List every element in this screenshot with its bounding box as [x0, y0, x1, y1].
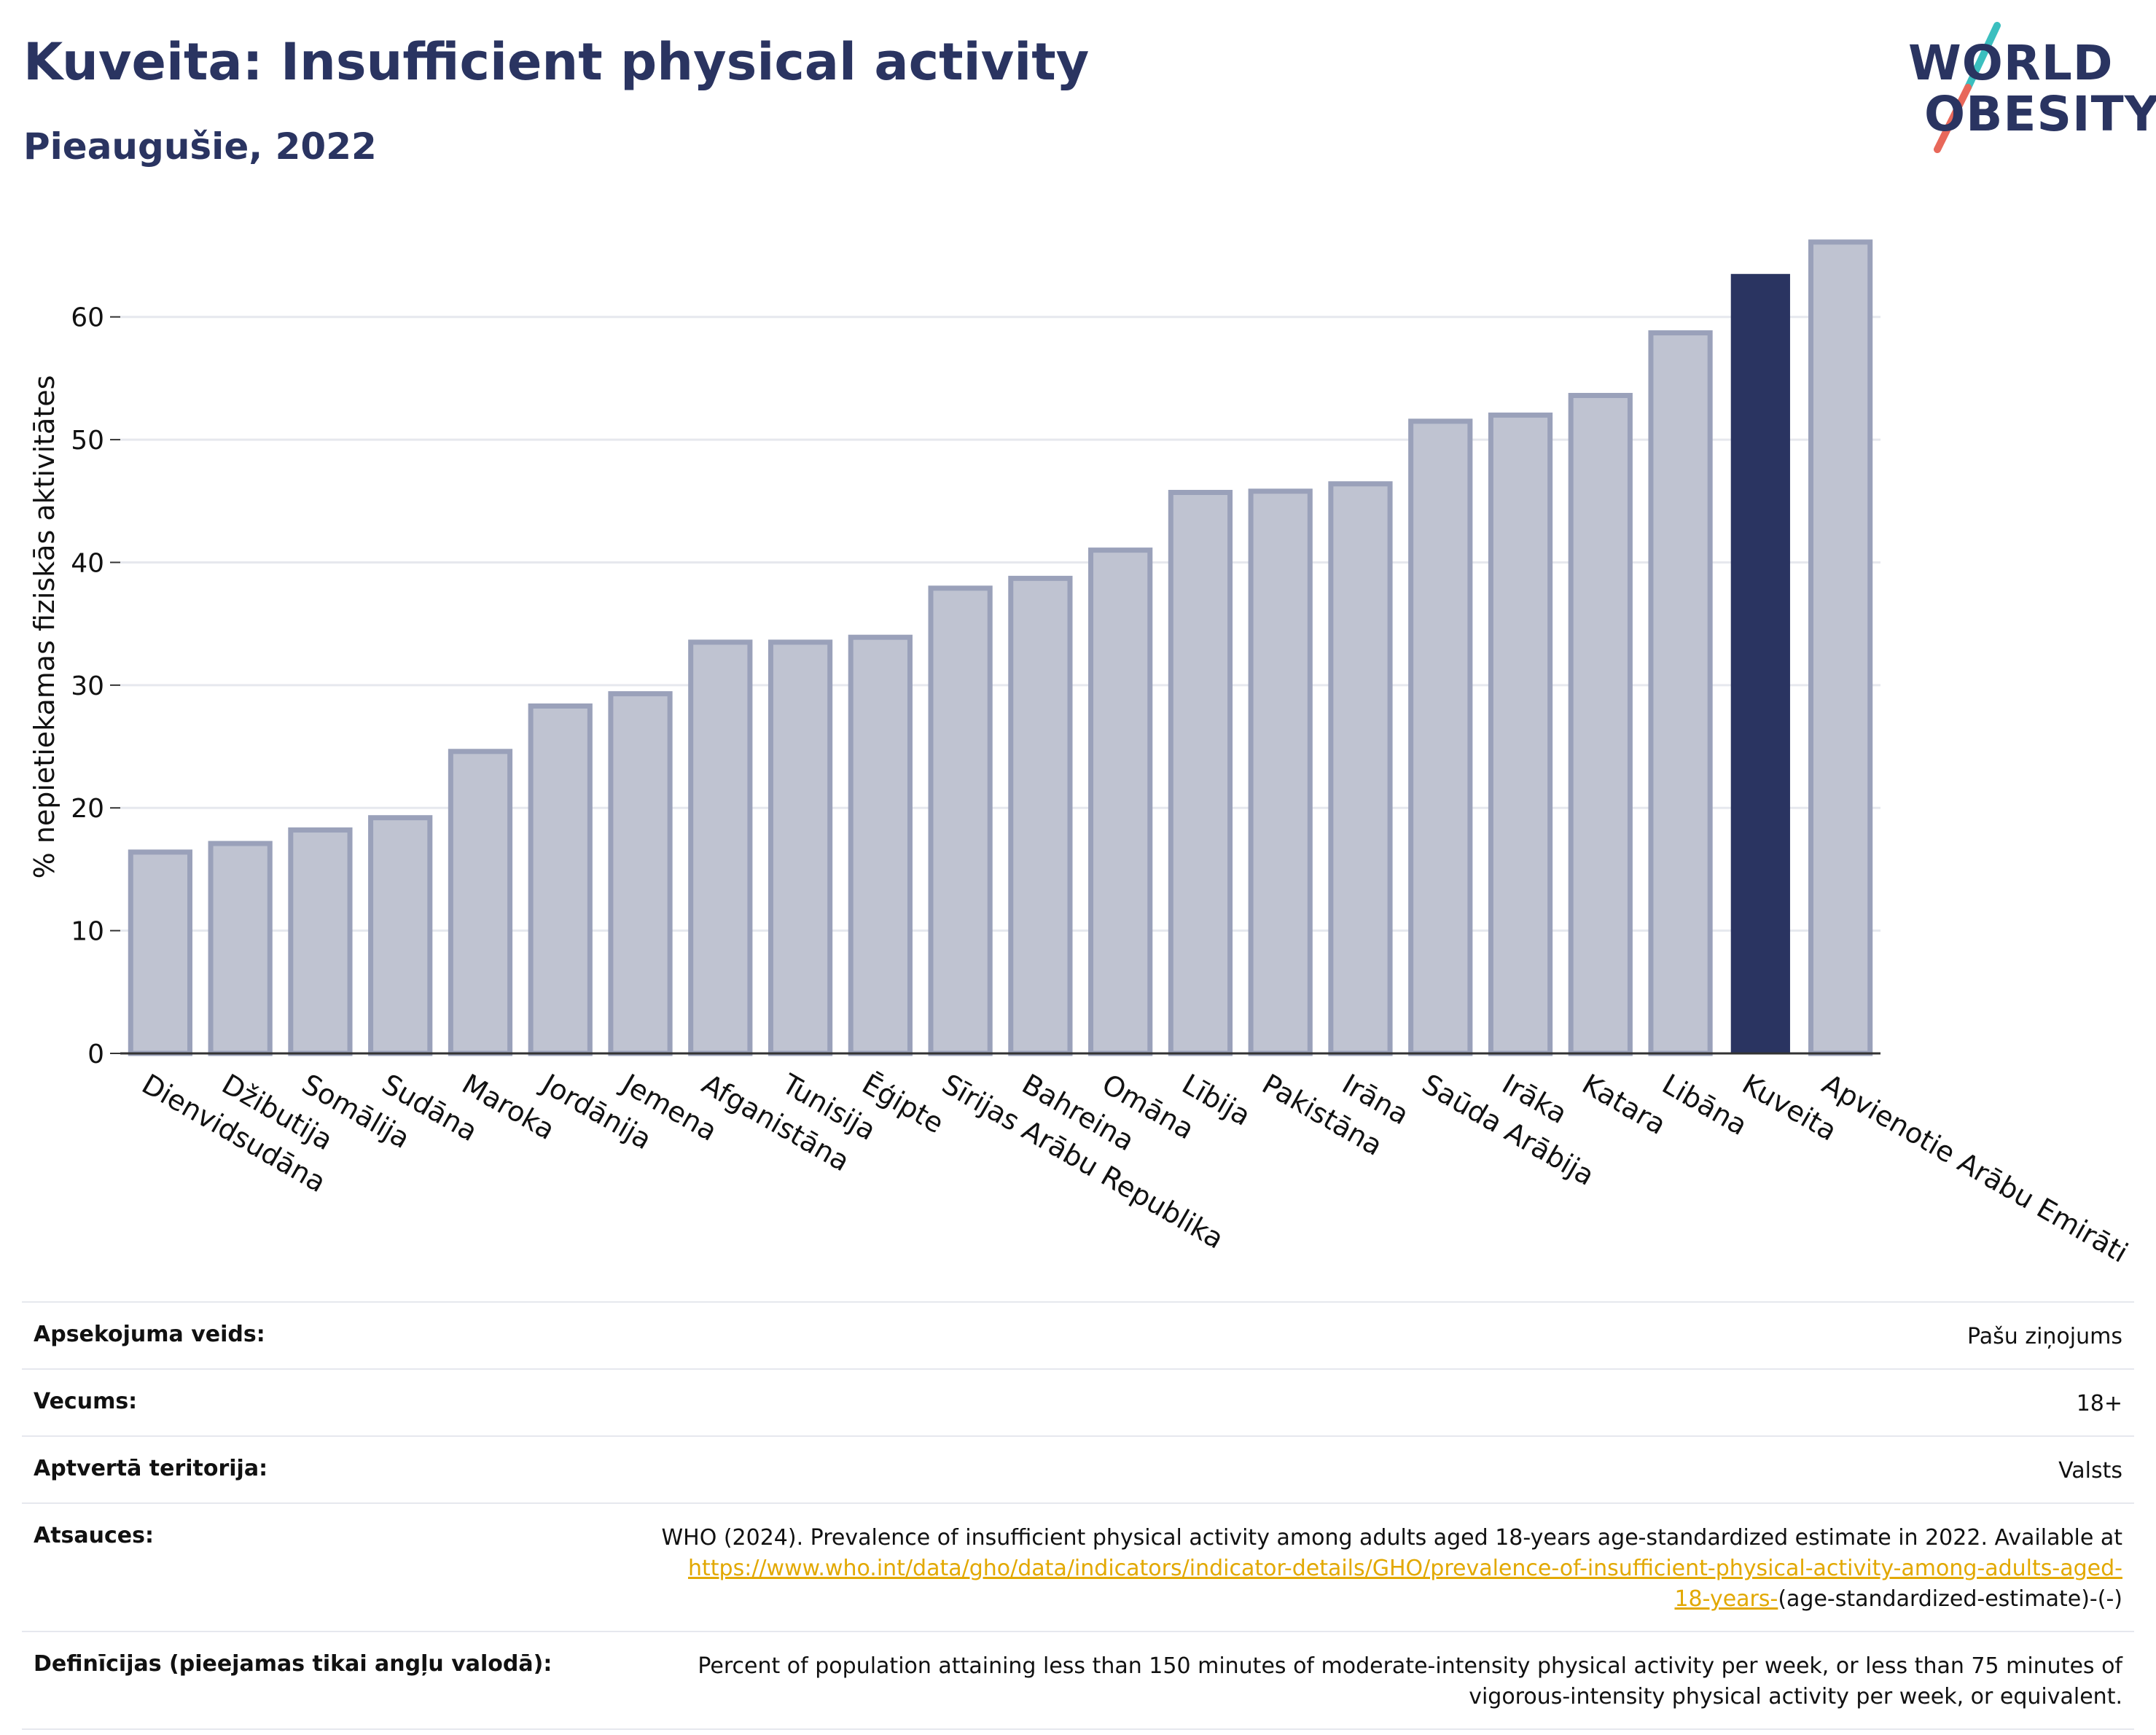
meta-label: Vecums:	[34, 1389, 138, 1414]
y-tick-label: 0	[87, 1040, 104, 1069]
meta-row: Aptvertā teritorija: Valsts	[22, 1435, 2134, 1502]
y-tick-label: 30	[71, 671, 104, 701]
bar	[1568, 392, 1633, 1056]
y-tick-label: 50	[71, 426, 104, 456]
bar	[1088, 547, 1153, 1056]
bar	[1808, 239, 1873, 1056]
y-tick-label: 60	[71, 303, 104, 333]
meta-label: Definīcijas (pieejamas tikai angļu valod…	[34, 1651, 552, 1677]
bar	[928, 585, 993, 1056]
bar-chart: 0102030405060DienvidsudānaDžibutijaSomāl…	[28, 239, 2133, 1268]
meta-label: Apsekojuma veids:	[34, 1322, 265, 1347]
bar	[128, 849, 193, 1056]
x-tick-label: Libāna	[1657, 1068, 1753, 1142]
page-title: Kuveita: Insufficient physical activity	[23, 32, 1090, 92]
bar	[1008, 575, 1073, 1056]
x-tick-label: Apvienotie Arābu Emirāti	[1817, 1068, 2133, 1268]
bar	[688, 639, 753, 1056]
world-obesity-logo: WORLD OBESITY	[1895, 22, 2156, 153]
x-tick-label: Katara	[1577, 1068, 1671, 1141]
meta-value: Valsts	[2058, 1458, 2122, 1483]
bar	[1328, 481, 1393, 1056]
y-tick-label: 40	[71, 548, 104, 578]
y-axis-label: % nepietiekamas fiziskās aktivitātes	[28, 375, 60, 879]
y-tick-label: 10	[71, 917, 104, 947]
references-link[interactable]: https://www.who.int/data/gho/data/indica…	[688, 1556, 2122, 1581]
bar	[1730, 273, 1790, 1053]
meta-row: Vecums: 18+	[22, 1368, 2134, 1435]
bar	[208, 841, 273, 1056]
meta-label: Aptvertā teritorija:	[34, 1456, 268, 1481]
logo-line1: WORLD	[1908, 35, 2114, 91]
meta-row-references: Atsauces: WHO (2024). Prevalence of insu…	[22, 1502, 2134, 1631]
bars	[128, 239, 1873, 1056]
bar	[528, 703, 593, 1056]
bar	[1408, 418, 1473, 1056]
bar	[1168, 489, 1233, 1056]
references-link-continued[interactable]: 18-years-	[1674, 1586, 1778, 1612]
meta-label: Atsauces:	[34, 1523, 154, 1548]
bar	[288, 827, 353, 1056]
meta-row-definitions: Definīcijas (pieejamas tikai angļu valod…	[22, 1631, 2134, 1730]
page-subtitle: Pieaugušie, 2022	[23, 125, 377, 168]
bar	[848, 634, 913, 1056]
references-suffix: (age-standardized-estimate)-(-)	[1778, 1586, 2122, 1612]
bar	[368, 815, 433, 1056]
definitions-value: Percent of population attaining less tha…	[698, 1651, 2122, 1712]
bar	[608, 691, 673, 1056]
logo-line2: OBESITY	[1924, 86, 2156, 142]
definitions-line1: Percent of population attaining less tha…	[698, 1653, 2122, 1679]
metadata-table: Apsekojuma veids: Pašu ziņojums Vecums: …	[22, 1301, 2134, 1730]
references-text: WHO (2024). Prevalence of insufficient p…	[661, 1525, 2122, 1551]
references-value: WHO (2024). Prevalence of insufficient p…	[661, 1523, 2122, 1615]
y-tick-label: 20	[71, 794, 104, 824]
meta-value: 18+	[2076, 1391, 2122, 1416]
bar	[1488, 412, 1553, 1056]
bar	[1648, 330, 1713, 1056]
logo-slash-icon	[1934, 22, 2001, 153]
meta-row: Apsekojuma veids: Pašu ziņojums	[22, 1301, 2134, 1368]
meta-value: Pašu ziņojums	[1967, 1324, 2122, 1349]
bar	[768, 639, 833, 1056]
definitions-line2: vigorous-intensity physical activity per…	[1469, 1684, 2122, 1709]
bar	[448, 749, 513, 1056]
bar	[1248, 488, 1313, 1056]
